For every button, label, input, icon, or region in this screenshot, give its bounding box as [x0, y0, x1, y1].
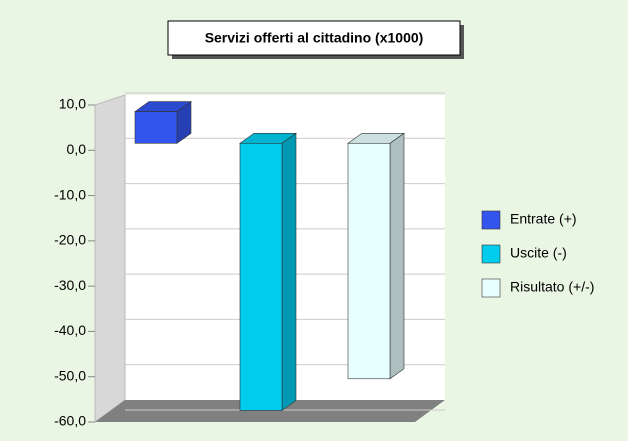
y-tick-label: 10,0	[59, 96, 86, 112]
chart-title: Servizi offerti al cittadino (x1000)	[205, 30, 424, 46]
y-tick-label: -30,0	[54, 277, 86, 293]
legend-swatch	[481, 244, 501, 264]
y-tick-label: -50,0	[54, 367, 86, 383]
floor	[95, 400, 445, 422]
y-tick-label: -10,0	[54, 186, 86, 202]
bar-side	[389, 132, 405, 380]
legend-label: Entrate (+)	[510, 211, 577, 227]
legend-swatch	[481, 210, 501, 230]
bar-side	[281, 132, 297, 412]
bar	[134, 111, 178, 144]
side-wall	[94, 94, 126, 423]
y-tick-label: -20,0	[54, 232, 86, 248]
y-tick-label: 0,0	[67, 141, 87, 157]
title-box	[167, 20, 461, 56]
legend-label: Uscite (-)	[510, 245, 567, 261]
y-tick-label: -60,0	[54, 413, 86, 429]
bar	[239, 142, 283, 411]
bar	[347, 142, 391, 380]
legend-swatch	[481, 278, 501, 298]
y-tick-label: -40,0	[54, 322, 86, 338]
legend-label: Risultato (+/-)	[510, 279, 594, 295]
